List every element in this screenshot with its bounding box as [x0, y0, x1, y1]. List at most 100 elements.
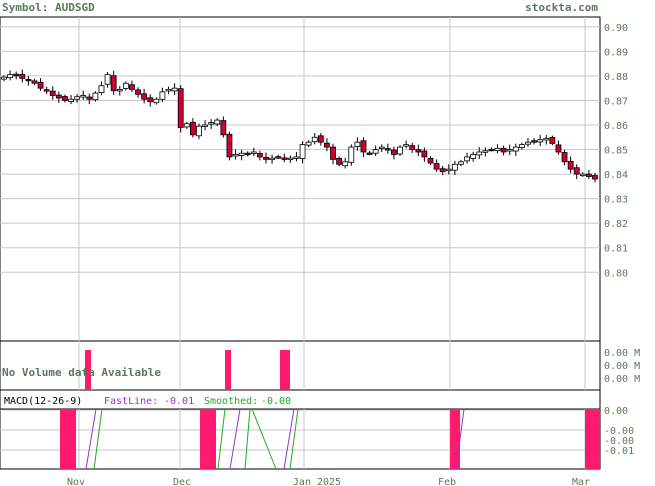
candle-up	[378, 146, 385, 149]
macd-fastline-segment	[229, 408, 241, 470]
candle-up	[171, 87, 178, 92]
candle-down	[177, 88, 184, 128]
candle-up	[348, 146, 355, 163]
x-tick-label: Mar	[572, 477, 590, 486]
candle-down	[561, 152, 568, 163]
candle-down	[409, 145, 416, 150]
x-tick-label: Jan 2025	[293, 477, 341, 486]
candle-down	[360, 140, 367, 153]
candle-up	[287, 157, 294, 161]
candle-down	[135, 89, 141, 95]
candle-up	[311, 136, 318, 143]
candle-down	[330, 146, 336, 160]
volume-bar	[280, 350, 290, 390]
candle-down	[586, 173, 592, 177]
candle-down	[317, 135, 324, 143]
x-tick-label: Dec	[173, 477, 191, 486]
price-y-tick-label: 0.85	[604, 146, 628, 157]
candle-down	[49, 90, 56, 96]
candle-up	[445, 168, 452, 172]
brand-link[interactable]: stockta.com	[525, 1, 598, 14]
macd-y-ticks: 0.00-0.00-0.00-0.01	[604, 406, 634, 457]
candle-down	[244, 152, 251, 156]
candle-down	[37, 81, 44, 89]
volume-grid	[78, 341, 586, 390]
macd-panel-frame	[0, 408, 601, 470]
candle-down	[421, 150, 428, 158]
price-y-tick-label: 0.84	[604, 170, 628, 181]
candle-up	[92, 92, 99, 101]
price-y-tick-label: 0.89	[604, 47, 628, 58]
x-tick-label: Nov	[67, 477, 85, 486]
symbol-label: Symbol: AUDSGD	[2, 1, 95, 14]
candle-down	[220, 120, 227, 136]
candle-up	[458, 161, 464, 165]
candle-up	[506, 149, 513, 152]
candle-up	[74, 96, 81, 100]
candle-down	[129, 84, 135, 90]
candle-up	[512, 146, 519, 152]
x-axis-ticks: Nov Dec Jan 2025 Feb Mar	[67, 477, 590, 486]
candle-down	[189, 121, 196, 136]
candle-up	[403, 144, 410, 147]
candle-up	[68, 98, 74, 102]
candle-up	[208, 122, 215, 125]
candle-down	[62, 96, 68, 101]
candle-up	[293, 156, 300, 159]
candle-down	[439, 168, 446, 173]
candle-down	[427, 157, 434, 164]
macd-bar	[450, 409, 460, 469]
candle-up	[250, 151, 257, 154]
candle-down	[531, 140, 537, 143]
candle-down	[555, 144, 562, 153]
candle-down	[55, 94, 62, 99]
candle-down	[433, 163, 440, 170]
macd-fastline-segment	[455, 408, 465, 470]
macd-grid	[0, 409, 600, 469]
price-y-tick-label: 0.82	[604, 219, 628, 230]
candle-up	[202, 124, 208, 127]
candle-down	[500, 147, 507, 153]
macd-y-tick-label: -0.00	[604, 436, 634, 447]
macd-smoothed-segment	[93, 408, 103, 470]
candle-up	[98, 85, 105, 93]
candle-up	[342, 161, 349, 167]
macd-bar	[200, 409, 216, 469]
macd-smoothed-segment	[289, 408, 299, 470]
macd-fastline-value: -0.01	[164, 396, 194, 407]
price-grid	[0, 17, 600, 341]
volume-y-ticks: 0.00 M 0.00 M 0.00 M	[604, 348, 640, 385]
candle-down	[567, 160, 574, 170]
macd-title: MACD(12-26-9)	[4, 396, 82, 407]
price-panel-frame	[0, 16, 601, 342]
candle-up	[80, 95, 87, 98]
candle-down	[573, 167, 580, 175]
macd-fastline-segment	[85, 408, 97, 470]
candle-up	[269, 157, 275, 161]
candle-down	[13, 73, 20, 77]
candle-down	[275, 156, 282, 159]
candle-down	[324, 142, 330, 148]
macd-legend-strip	[0, 389, 601, 410]
candle-up	[122, 82, 129, 89]
candle-up	[494, 147, 501, 151]
candle-up	[196, 125, 202, 137]
price-y-tick-label: 0.88	[604, 72, 628, 83]
candle-up	[470, 154, 477, 159]
candle-up	[543, 138, 550, 141]
price-y-tick-label: 0.81	[604, 244, 628, 255]
volume-y-tick-label: 0.00 M	[604, 348, 640, 359]
candle-down	[86, 96, 93, 100]
candle-down	[488, 148, 495, 152]
candle-down	[31, 80, 38, 84]
candle-up	[214, 119, 221, 125]
macd-smoothed-value: -0.00	[261, 396, 291, 407]
candle-down	[256, 153, 263, 158]
price-y-tick-label: 0.86	[604, 121, 628, 132]
candle-up	[153, 98, 160, 104]
candle-down	[110, 75, 117, 92]
candle-up	[116, 89, 123, 92]
volume-bar	[225, 350, 231, 390]
candle-up	[464, 156, 470, 162]
